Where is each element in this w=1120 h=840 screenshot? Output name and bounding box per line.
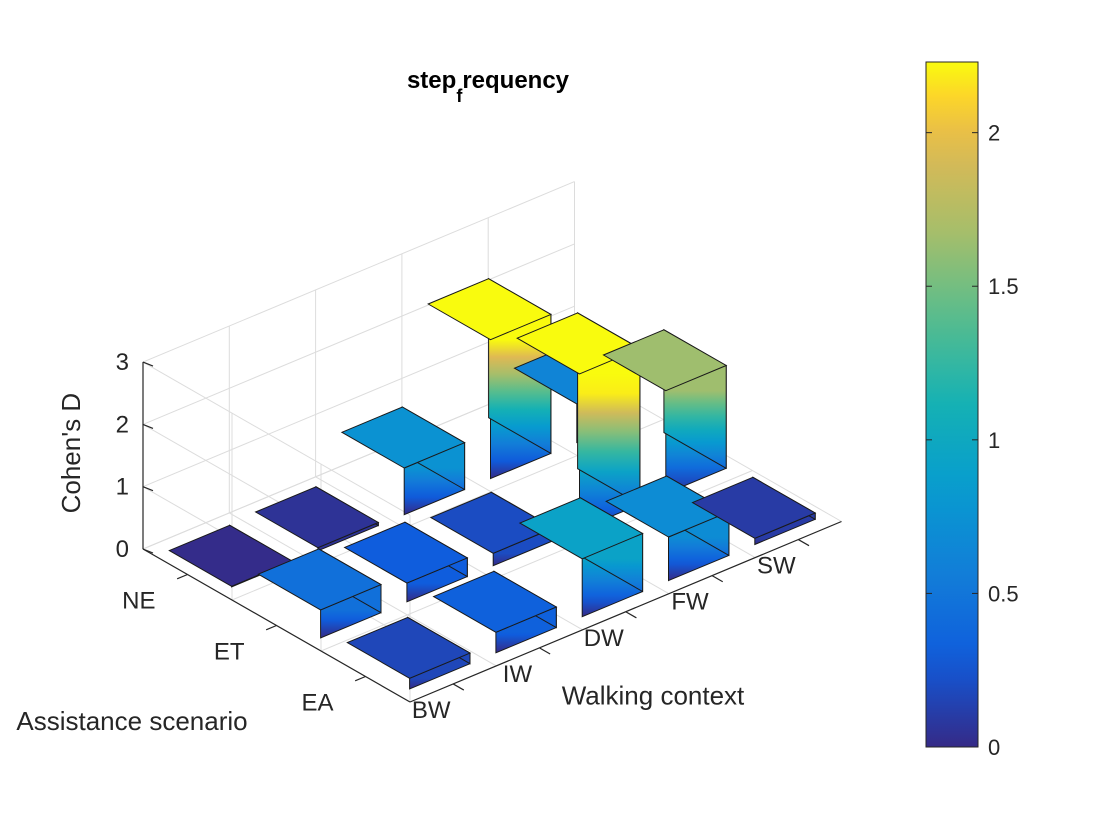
x-tick	[625, 611, 637, 619]
title-suffix: requency	[462, 67, 569, 94]
y-axis-label: Assistance scenario	[16, 706, 247, 736]
z-tick	[142, 423, 154, 429]
x-tick	[798, 539, 810, 547]
bar-top-face	[257, 548, 383, 611]
colorbar: 0 0.5 1 1.5 2	[925, 61, 1019, 760]
z-tick	[142, 548, 154, 554]
y-tick	[354, 675, 366, 682]
bar-top-face	[605, 475, 731, 538]
bar-top-face	[340, 406, 466, 469]
bar-top-face	[602, 329, 728, 392]
bar-ET-SW	[602, 328, 728, 495]
z-tick	[142, 486, 154, 492]
bar-top-face	[343, 521, 469, 584]
colorbar-tick-label: 0	[988, 735, 1000, 760]
colorbar-tick-label: 1	[988, 428, 1000, 453]
colorbar-tick-label: 0.5	[988, 581, 1019, 606]
axes	[142, 361, 842, 703]
z-axis-label: Cohen's D	[56, 393, 86, 514]
z-tick	[142, 361, 154, 367]
bar-top-face	[254, 486, 380, 549]
x-tick	[452, 683, 465, 691]
bar-EA-SW	[691, 476, 817, 546]
x-tick	[711, 575, 724, 583]
labels: BW IW DW FW SW NE ET EA 0 1 2 3 Walking context Assis…	[16, 349, 796, 736]
z-tick-label: 2	[116, 411, 129, 438]
chart-title: stepfrequency	[407, 67, 570, 106]
bar-top-face	[432, 570, 558, 633]
bar-EA-IW	[432, 570, 558, 654]
y-tick	[265, 624, 277, 631]
bar-top-face	[429, 491, 555, 554]
x-axis-label: Walking context	[562, 681, 745, 711]
bar-EA-BW	[346, 616, 472, 690]
colorbar-tick-label: 1.5	[988, 274, 1019, 299]
bar-top-face	[427, 278, 553, 341]
y-tick	[176, 573, 188, 580]
bar-NE-DW	[340, 406, 466, 516]
x-tick	[539, 647, 551, 655]
bar-ET-DW	[429, 491, 555, 567]
z-tick-label: 1	[116, 474, 129, 501]
x-tick-label: SW	[757, 553, 796, 580]
y-tick-label: NE	[122, 588, 155, 615]
bar-ET-IW	[343, 521, 469, 603]
x-tick-label: FW	[671, 589, 709, 616]
x-tick-label: DW	[584, 625, 624, 652]
bar-ET-BW	[257, 548, 383, 639]
z-tick-label: 3	[116, 349, 129, 376]
bar-top-face	[691, 476, 817, 539]
y-tick-label: EA	[301, 690, 333, 717]
bars	[168, 277, 817, 690]
title-subscript: f	[456, 86, 463, 106]
y-tick-label: ET	[214, 639, 245, 666]
colorbar-tick-label: 2	[988, 121, 1000, 146]
colorbar-gradient	[925, 61, 979, 748]
bar-EA-DW	[518, 496, 644, 618]
bar-top-face	[518, 497, 644, 560]
x-tick-label: BW	[412, 697, 451, 724]
title-main: step	[407, 67, 456, 94]
z-tick-label: 0	[116, 536, 129, 563]
bar-top-face	[346, 616, 472, 679]
x-tick-label: IW	[503, 661, 533, 688]
